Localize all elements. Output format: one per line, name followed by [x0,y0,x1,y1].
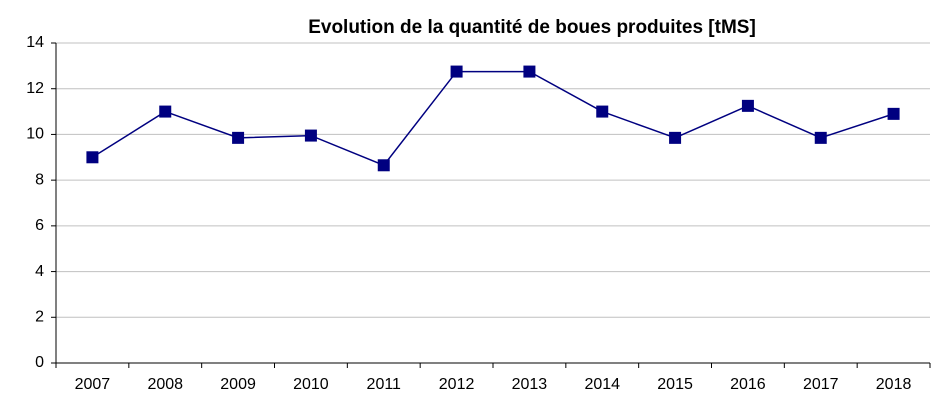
marker [669,131,682,144]
x-tick-label: 2015 [657,376,693,393]
marker [304,129,317,142]
y-tick-label: 4 [35,263,44,280]
marker [741,99,754,112]
marker [86,151,99,164]
marker [814,131,827,144]
x-tick-label: 2017 [803,376,839,393]
x-tick-label: 2018 [876,376,912,393]
x-tick-label: 2012 [439,376,475,393]
x-tick-label: 2010 [293,376,329,393]
x-tick-label: 2007 [75,376,111,393]
x-tick-label: 2008 [147,376,183,393]
marker [159,105,172,118]
x-tick-label: 2009 [220,376,256,393]
x-tick-label: 2014 [584,376,620,393]
x-tick-label: 2011 [367,376,402,393]
line [92,70,894,167]
marker [232,131,245,144]
marker [523,65,536,78]
marker [377,159,390,172]
y-tick-label: 2 [35,309,44,326]
y-tick-label: 10 [26,126,44,143]
chart-title: Evolution de la quantité de boues produi… [308,17,756,38]
y-tick-label: 0 [35,354,44,371]
marker [887,107,900,120]
y-tick-label: 6 [35,217,44,234]
marker [450,65,463,78]
marker [596,105,609,118]
y-tick-label: 14 [26,34,44,51]
y-tick-label: 12 [26,80,44,97]
x-tick-label: 2013 [512,376,548,393]
x-tick-label: 2016 [730,376,766,393]
y-tick-label: 8 [35,171,44,188]
